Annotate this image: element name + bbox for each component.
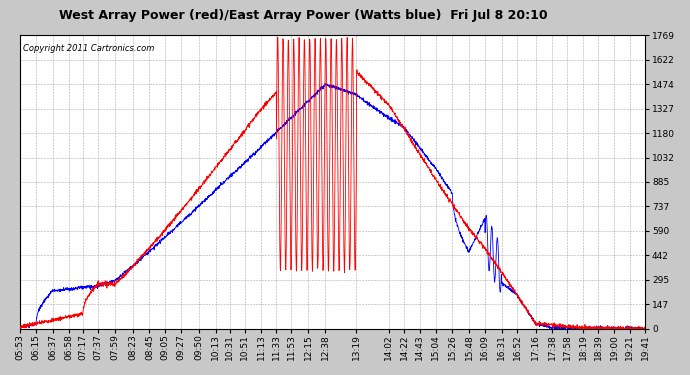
Text: Copyright 2011 Cartronics.com: Copyright 2011 Cartronics.com [23,44,154,53]
Text: West Array Power (red)/East Array Power (Watts blue)  Fri Jul 8 20:10: West Array Power (red)/East Array Power … [59,9,548,22]
